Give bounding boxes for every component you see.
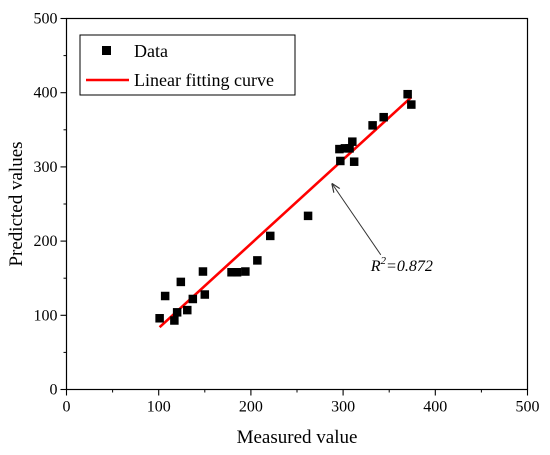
- data-series: [155, 89, 416, 325]
- data-point: [241, 267, 250, 276]
- data-point: [349, 157, 359, 166]
- data-point: [379, 112, 388, 122]
- data-point: [160, 291, 170, 301]
- y-tick-label: 0: [50, 382, 58, 399]
- data-point: [176, 277, 186, 287]
- legend-fit-label: Linear fitting curve: [134, 70, 274, 90]
- linear-fitting-line: [158, 96, 413, 329]
- data-point: [188, 294, 198, 304]
- data-point: [336, 156, 345, 166]
- data-point: [303, 211, 313, 221]
- y-tick-label: 200: [34, 233, 58, 250]
- axis-ticks: [60, 17, 529, 396]
- y-tick-label: 400: [34, 85, 58, 102]
- x-tick-label: 500: [516, 399, 540, 416]
- legend-data-square-icon: [102, 46, 111, 55]
- y-tick-label: 100: [34, 307, 58, 324]
- data-point: [172, 308, 182, 317]
- y-tick-label: 300: [34, 159, 58, 176]
- y-tick-label: 500: [34, 11, 58, 28]
- data-point: [155, 314, 164, 323]
- data-point: [403, 89, 412, 99]
- y-axis-title: Predicted values: [6, 141, 27, 266]
- x-tick-label: 0: [63, 399, 71, 416]
- data-point: [183, 305, 192, 315]
- data-point: [232, 268, 242, 277]
- data-point: [335, 144, 344, 154]
- legend-box: [79, 34, 296, 96]
- annotation-arrow: [332, 184, 382, 256]
- legend-data-label: Data: [134, 41, 168, 61]
- axis-tick-labels: 0 100 200 300 400 500 0 100 200 300 400 500: [34, 11, 540, 416]
- data-point: [345, 144, 354, 153]
- x-tick-label: 300: [331, 399, 355, 416]
- data-point: [340, 144, 350, 153]
- data-point: [368, 121, 377, 130]
- r-squared-value: =0.872: [386, 258, 433, 275]
- data-point: [198, 267, 208, 276]
- data-point: [200, 290, 210, 299]
- r-squared-annotation: R2=0.872: [370, 255, 433, 275]
- data-point: [170, 316, 179, 325]
- r-squared-prefix: R: [370, 258, 381, 275]
- x-axis-title: Measured value: [237, 427, 358, 448]
- x-tick-label: 100: [147, 399, 171, 416]
- data-point: [266, 231, 275, 241]
- data-point: [253, 256, 262, 265]
- x-tick-label: 400: [423, 399, 447, 416]
- legend: Data Linear fitting curve: [79, 34, 296, 96]
- x-tick-label: 200: [239, 399, 263, 416]
- data-point: [227, 268, 236, 277]
- data-point: [348, 137, 357, 146]
- data-point: [407, 100, 416, 109]
- r-squared-superscript: 2: [381, 255, 387, 267]
